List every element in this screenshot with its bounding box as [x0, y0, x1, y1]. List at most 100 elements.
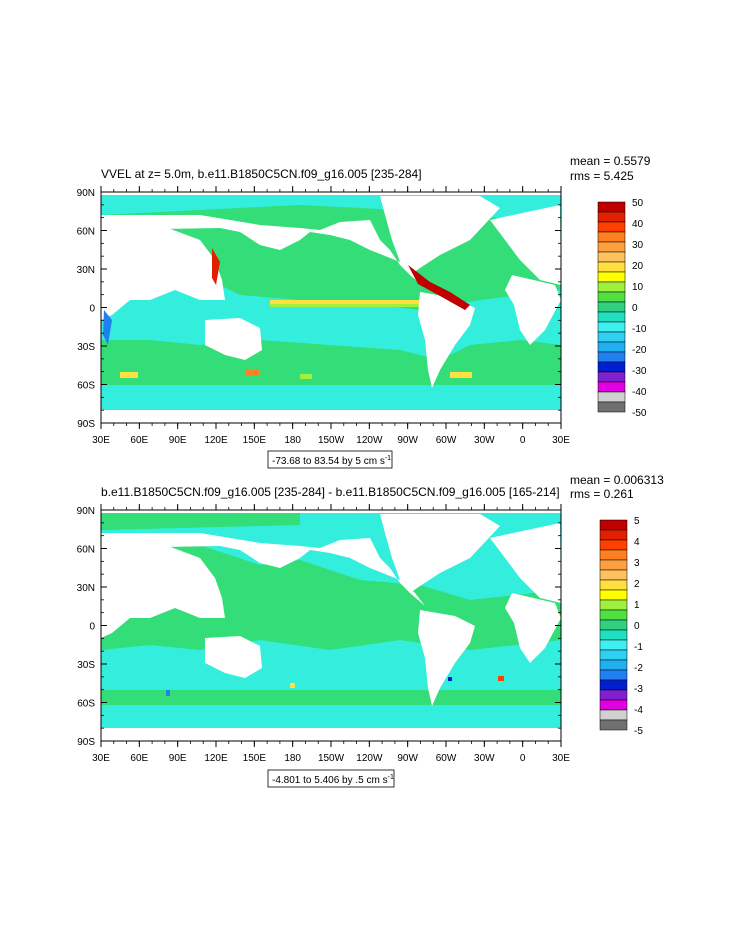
- lon-tick-label: 30E: [552, 435, 570, 446]
- colorbar-swatch: [599, 709, 628, 721]
- colorbar-swatch: [597, 221, 626, 233]
- colorbar-swatch: [597, 331, 626, 343]
- lon-tick-label: 0: [520, 435, 526, 446]
- lon-tick-label: 30E: [92, 435, 110, 446]
- lon-tick-label: 30W: [474, 753, 495, 764]
- colorbar-label: 4: [634, 537, 640, 548]
- colorbar-swatch: [599, 639, 628, 651]
- lat-tick-label: 60N: [77, 545, 95, 556]
- lon-tick-label: 180: [284, 753, 301, 764]
- colorbar-swatch: [599, 519, 628, 531]
- colorbar-label: -40: [632, 387, 647, 398]
- colorbar-swatch: [597, 311, 626, 323]
- colorbar: 5 4 3 2 1 0 -1 -2 -3 -4 -5: [599, 516, 643, 737]
- lon-tick-label: 0: [520, 753, 526, 764]
- lon-tick-label: 60W: [436, 435, 457, 446]
- map-field: [101, 510, 561, 741]
- colorbar-label: -2: [634, 663, 643, 674]
- lat-tick-label: 60N: [77, 227, 95, 238]
- colorbar-swatch: [599, 679, 628, 691]
- lat-tick-label: 90S: [77, 419, 95, 430]
- rms-stat: rms = 5.425: [570, 169, 634, 183]
- colorbar-label: 40: [632, 219, 644, 230]
- colorbar-swatch: [597, 211, 626, 223]
- colorbar-swatch: [597, 231, 626, 243]
- lat-axis: 90N 60N 30N 0 30S 60S 90S: [77, 506, 561, 748]
- lon-tick-label: 90W: [397, 753, 418, 764]
- colorbar-swatch: [599, 689, 628, 701]
- lat-tick-label: 90S: [77, 737, 95, 748]
- colorbar-swatch: [597, 341, 626, 353]
- colorbar-label: -10: [632, 324, 647, 335]
- lon-tick-label: 30E: [552, 753, 570, 764]
- colorbar-swatch: [599, 719, 628, 731]
- lon-tick-label: 150W: [318, 435, 345, 446]
- colorbar-label: -5: [634, 726, 643, 737]
- panel-title: b.e11.B1850C5CN.f09_g16.005 [235-284] - …: [101, 485, 560, 499]
- lon-tick-label: 180: [284, 435, 301, 446]
- colorbar-swatch: [599, 669, 628, 681]
- colorbar-swatch: [597, 381, 626, 393]
- colorbar-swatch: [597, 351, 626, 363]
- lon-tick-label: 120E: [204, 753, 228, 764]
- colorbar-label: 0: [632, 303, 638, 314]
- colorbar-label: 1: [634, 600, 640, 611]
- lon-axis: 30E 60E 90E 120E 150E 180 150W 120W 90W 60W 30W 0 30…: [92, 504, 570, 764]
- colorbar-label: 30: [632, 240, 644, 251]
- colorbar-swatch: [597, 251, 626, 263]
- colorbar-swatch: [599, 619, 628, 631]
- lon-tick-label: 30W: [474, 435, 495, 446]
- colorbar-swatch: [599, 529, 628, 541]
- mean-stat: mean = 0.006313: [570, 473, 664, 487]
- lat-tick-label: 60S: [77, 699, 95, 710]
- colorbar-label: 0: [634, 621, 640, 632]
- rms-stat: rms = 0.261: [570, 487, 634, 501]
- lon-tick-label: 60W: [436, 753, 457, 764]
- lat-tick-label: 30N: [77, 583, 95, 594]
- colorbar-swatch: [599, 629, 628, 641]
- map-field: [101, 192, 561, 423]
- colorbar-label: 50: [632, 198, 644, 209]
- colorbar-swatch: [599, 569, 628, 581]
- lat-axis: 90N 60N 30N 0 30S 60S 90S: [77, 188, 561, 430]
- colorbar-swatch: [597, 271, 626, 283]
- lat-tick-label: 0: [89, 304, 95, 315]
- lon-axis: 30E 60E 90E 120E 150E 180 150W 120W 90W 60W 30W 0 30…: [92, 186, 570, 446]
- colorbar-swatch: [599, 559, 628, 571]
- range-box: [267, 450, 393, 469]
- colorbar-swatch: [597, 301, 626, 313]
- lon-tick-label: 60E: [130, 753, 148, 764]
- colorbar-label: -50: [632, 408, 647, 419]
- colorbar-label: -4: [634, 705, 643, 716]
- colorbar-label: 10: [632, 282, 644, 293]
- colorbar-label: 20: [632, 261, 644, 272]
- lat-tick-label: 30S: [77, 342, 95, 353]
- lon-tick-label: 30E: [92, 753, 110, 764]
- colorbar-swatch: [597, 291, 626, 303]
- colorbar-swatch: [599, 649, 628, 661]
- mean-stat: mean = 0.5579: [570, 154, 651, 168]
- range-box: [267, 769, 395, 788]
- colorbar-swatch: [599, 699, 628, 711]
- colorbar-label: -1: [634, 642, 643, 653]
- colorbar-swatch: [599, 599, 628, 611]
- colorbar-swatch: [597, 391, 626, 403]
- colorbar-label: -3: [634, 684, 643, 695]
- lat-tick-label: 90N: [77, 506, 95, 517]
- colorbar-swatch: [599, 539, 628, 551]
- colorbar-label: 3: [634, 558, 640, 569]
- lon-tick-label: 60E: [130, 435, 148, 446]
- colorbar-label: -20: [632, 345, 647, 356]
- lat-tick-label: 30S: [77, 660, 95, 671]
- colorbar-label: 5: [634, 516, 640, 527]
- colorbar-swatch: [597, 321, 626, 333]
- lon-tick-label: 120W: [356, 435, 383, 446]
- colorbar-swatch: [599, 589, 628, 601]
- lon-tick-label: 120E: [204, 435, 228, 446]
- lat-tick-label: 60S: [77, 381, 95, 392]
- panel-title: VVEL at z= 5.0m, b.e11.B1850C5CN.f09_g16…: [101, 167, 422, 181]
- colorbar: 50 40 30 20 10 0 -10 -20 -30 -40 -50: [597, 198, 647, 419]
- lat-tick-label: 0: [89, 622, 95, 633]
- lon-tick-label: 90E: [169, 435, 187, 446]
- range-label: -4.801 to 5.406 by .5 cm s-1: [272, 774, 394, 786]
